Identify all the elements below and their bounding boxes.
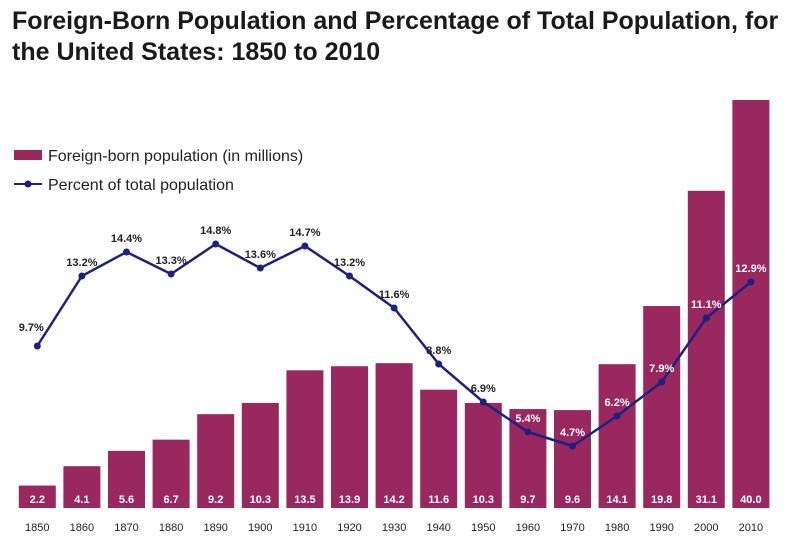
- x-tick-1900: 1900: [248, 522, 272, 534]
- percent-point-1900: [256, 264, 264, 272]
- percent-label-1860: 13.2%: [66, 257, 97, 269]
- bar-label-1880: 6.7: [163, 494, 178, 506]
- chart-title: Foreign-Born Population and Percentage o…: [12, 7, 779, 66]
- bar-1940: [420, 389, 458, 508]
- x-tick-1970: 1970: [560, 522, 584, 534]
- bar-label-1980: 14.1: [606, 494, 627, 506]
- percent-point-1910: [301, 242, 309, 250]
- percent-label-1990: 7.9%: [649, 363, 674, 375]
- percent-point-1980: [613, 412, 621, 420]
- bar-label-1850: 2.2: [30, 494, 45, 506]
- x-tick-1860: 1860: [70, 522, 94, 534]
- percent-point-2000: [702, 314, 710, 322]
- bar-1920: [331, 366, 368, 508]
- percent-point-1950: [479, 398, 487, 406]
- x-axis-tick-labels: 1850 1860 1870 1880 1890 1900 1910 1920 1930 1940…: [25, 522, 763, 534]
- percent-point-1870: [123, 248, 130, 256]
- bar-1860: [63, 466, 101, 508]
- x-tick-1870: 1870: [114, 522, 138, 534]
- percent-label-1910: 14.7%: [289, 227, 320, 239]
- bar-1990: [643, 306, 681, 508]
- percent-point-1930: [390, 304, 398, 312]
- bar-label-2010: 40.0: [740, 494, 761, 506]
- percent-label-1920: 13.2%: [334, 257, 365, 269]
- bar-label-2000: 31.1: [696, 494, 717, 506]
- percent-point-1940: [435, 360, 443, 368]
- bar-2000: [687, 190, 725, 508]
- percent-label-2000: 11.1%: [691, 299, 722, 311]
- percent-label-1950: 6.9%: [471, 383, 496, 395]
- x-tick-1990: 1990: [649, 522, 673, 534]
- percent-label-1890: 14.8%: [200, 225, 231, 237]
- bar-label-1900: 10.3: [250, 494, 271, 506]
- bar-value-labels: 2.2 4.1 5.6 6.7 9.2 10.3 13.5 13.9 14.2 11.6 10.3 9…: [30, 494, 762, 506]
- percent-label-1980: 6.2%: [605, 397, 630, 409]
- bar-1950: [464, 402, 502, 508]
- bar-label-1890: 9.2: [208, 494, 223, 506]
- x-tick-1890: 1890: [203, 522, 227, 534]
- percent-point-1890: [212, 240, 220, 248]
- legend-line-marker: [24, 180, 32, 188]
- bar-label-1870: 5.6: [119, 494, 134, 506]
- bar-1960: [509, 409, 547, 508]
- percent-label-1900: 13.6%: [245, 249, 276, 261]
- percent-point-1880: [167, 270, 175, 278]
- bar-label-1950: 10.3: [473, 494, 494, 506]
- percent-point-1920: [346, 272, 353, 280]
- bar-2010: [732, 100, 770, 508]
- x-tick-2000: 2000: [694, 522, 718, 534]
- legend-bar-swatch: [14, 150, 42, 160]
- x-tick-1850: 1850: [25, 522, 49, 534]
- percent-label-1870: 14.4%: [111, 233, 142, 245]
- percent-point-1860: [78, 272, 86, 280]
- x-tick-1910: 1910: [293, 522, 317, 534]
- percent-line-series: [33, 240, 755, 450]
- x-tick-2010: 2010: [739, 522, 763, 534]
- x-tick-1960: 1960: [516, 522, 540, 534]
- bar-1870: [108, 450, 145, 508]
- bar-label-1920: 13.9: [339, 494, 360, 506]
- percent-label-1930: 11.6%: [379, 289, 410, 301]
- percent-label-1940: 8.8%: [426, 345, 451, 357]
- x-tick-1950: 1950: [471, 522, 495, 534]
- bar-label-1970: 9.6: [565, 494, 580, 506]
- percent-point-1990: [658, 378, 666, 386]
- x-tick-1880: 1880: [159, 522, 183, 534]
- bar-1980: [598, 364, 636, 508]
- x-tick-1920: 1920: [337, 522, 361, 534]
- percent-point-1960: [524, 428, 532, 436]
- bar-1880: [152, 439, 190, 508]
- bar-label-1910: 13.5: [294, 494, 315, 506]
- bar-label-1930: 14.2: [383, 494, 404, 506]
- bar-1910: [286, 370, 324, 508]
- bar-label-1960: 9.7: [520, 494, 535, 506]
- percent-label-1850: 9.7%: [19, 322, 44, 334]
- bar-label-1990: 19.8: [651, 494, 672, 506]
- bar-label-1860: 4.1: [74, 494, 89, 506]
- percent-label-1970: 4.7%: [560, 427, 585, 439]
- x-tick-1940: 1940: [426, 522, 450, 534]
- percent-label-2010: 12.9%: [735, 263, 766, 275]
- legend-bar-label: Foreign-born population (in millions): [48, 148, 303, 165]
- percent-point-2010: [747, 278, 755, 286]
- bar-label-1940: 11.6: [428, 494, 449, 506]
- bar-1850: [18, 485, 56, 508]
- percent-point-1850: [33, 342, 41, 350]
- bar-1970: [554, 410, 591, 508]
- percent-value-labels: 9.7% 13.2% 14.4% 13.3% 14.8% 13.6% 14.7% 13.2% 1…: [19, 225, 767, 439]
- percent-label-1960: 5.4%: [515, 413, 540, 425]
- percent-label-1880: 13.3%: [155, 255, 186, 267]
- bar-1930: [375, 363, 413, 508]
- legend-line-label: Percent of total population: [48, 177, 234, 194]
- percent-point-1970: [569, 442, 576, 450]
- bar-1900: [241, 402, 279, 508]
- x-tick-1980: 1980: [605, 522, 629, 534]
- bar-series: [18, 100, 770, 508]
- legend: Foreign-born population (in millions) Pe…: [14, 148, 303, 194]
- bar-1890: [197, 414, 235, 508]
- x-tick-1930: 1930: [382, 522, 406, 534]
